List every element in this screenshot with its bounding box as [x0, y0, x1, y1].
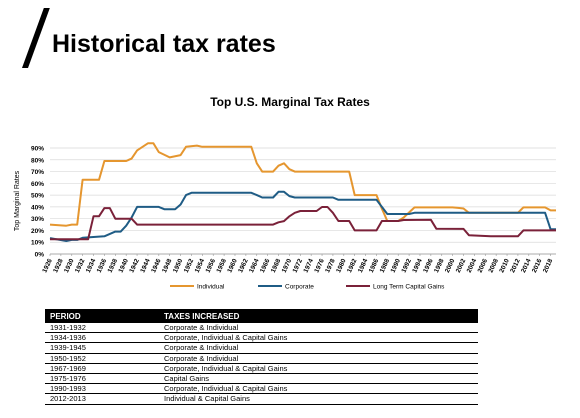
y-axis-label: Top Marginal Rates — [14, 170, 21, 231]
y-tick-label: 0% — [35, 252, 45, 259]
table-row: 1934-1936 Corporate, Individual & Capital… — [45, 332, 478, 344]
taxes-cell: Corporate & Individual — [159, 323, 478, 334]
period-cell: 1931-1932 — [45, 323, 159, 334]
taxes-cell: Individual & Capital Gains — [159, 393, 478, 405]
table-row: 1931-1932 Corporate & Individual — [45, 323, 478, 334]
period-cell: 1967-1969 — [45, 363, 159, 375]
y-tick-label: 60% — [31, 181, 44, 188]
taxes-cell: Capital Gains — [159, 373, 478, 385]
table-header-row: PERIOD TAXES INCREASED — [45, 309, 478, 323]
tax-rate-chart: 0%10%20%30%40%50%60%70%80%90%19261928193… — [14, 142, 556, 291]
series-line-individual — [49, 142, 556, 227]
period-cell: 2012-2013 — [45, 393, 159, 405]
taxes-cell: Corporate, Individual & Capital Gains — [159, 383, 478, 395]
period-cell: 1950-1952 — [45, 353, 159, 364]
y-tick-label: 90% — [31, 146, 44, 153]
legend-label: Corporate — [285, 284, 314, 291]
chart-title: Top U.S. Marginal Tax Rates — [210, 95, 370, 109]
y-tick-label: 10% — [31, 240, 44, 247]
page-title: Historical tax rates — [52, 30, 276, 58]
period-column-header: PERIOD — [45, 309, 159, 323]
table-row: 1990-1993 Corporate, Individual & Capital… — [45, 383, 478, 395]
taxes-cell: Corporate & Individual — [159, 342, 478, 354]
taxes-cell: Corporate & Individual — [159, 353, 478, 364]
series-line-long-term-capital-gains — [50, 206, 556, 241]
table-row: 2012-2013 Individual & Capital Gains — [45, 393, 478, 405]
table-row: 1967-1969 Corporate, Individual & Capital… — [45, 363, 478, 375]
x-tick-label: 2018 — [542, 258, 555, 274]
y-tick-label: 70% — [31, 169, 44, 176]
y-tick-label: 30% — [31, 216, 44, 223]
taxes-cell: Corporate, Individual & Capital Gains — [159, 363, 478, 375]
taxes-cell: Corporate, Individual & Capital Gains — [159, 332, 478, 344]
legend-label: Individual — [197, 284, 225, 291]
tax-increase-table: PERIOD TAXES INCREASED 1931-1932 Corporat… — [45, 309, 478, 405]
taxes-column-header: TAXES INCREASED — [159, 309, 478, 323]
y-tick-label: 40% — [31, 204, 44, 211]
y-tick-label: 50% — [31, 193, 44, 200]
period-cell: 1934-1936 — [45, 332, 159, 344]
table-row: 1939-1945 Corporate & Individual — [45, 342, 478, 354]
y-tick-label: 80% — [31, 157, 44, 164]
series-line-corporate — [49, 190, 556, 242]
y-tick-label: 20% — [31, 228, 44, 235]
period-cell: 1939-1945 — [45, 342, 159, 354]
period-cell: 1975-1976 — [45, 373, 159, 385]
period-cell: 1990-1993 — [45, 383, 159, 395]
table-row: 1950-1952 Corporate & Individual — [45, 353, 478, 364]
table-row: 1975-1976 Capital Gains — [45, 373, 478, 385]
legend-label: Long Term Capital Gains — [373, 284, 445, 291]
